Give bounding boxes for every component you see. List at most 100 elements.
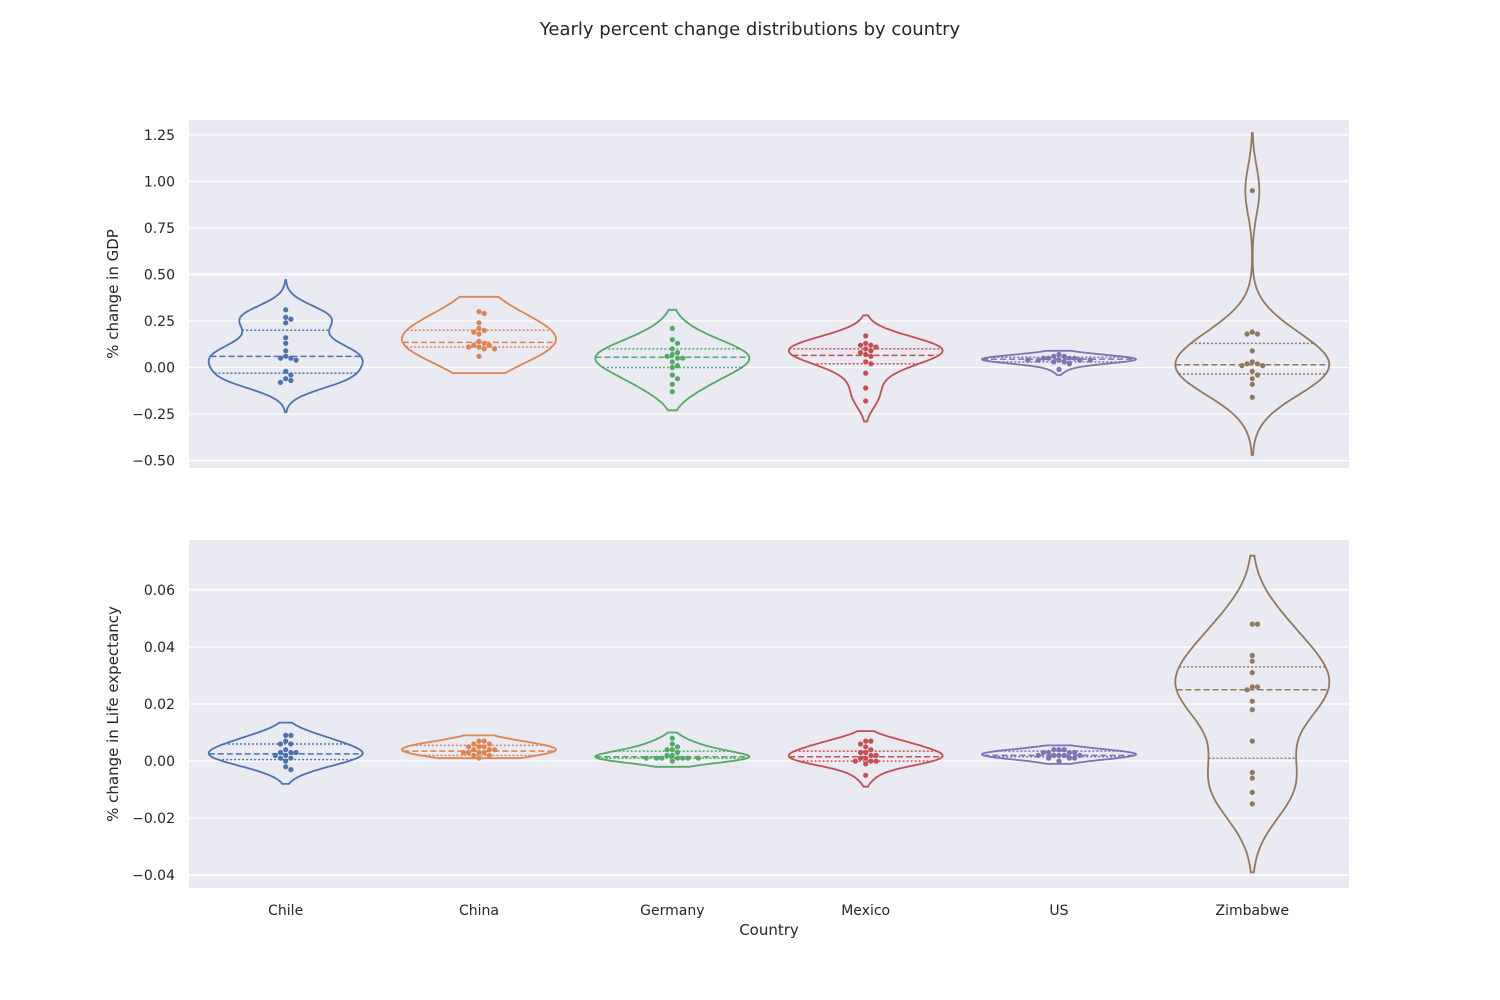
gdp-germany-point — [669, 389, 675, 395]
gdp-mexico-point — [863, 346, 869, 352]
life-expectancy-y-tick-label: 0.04 — [144, 640, 175, 656]
gdp-us-point — [1046, 355, 1052, 361]
life-expectancy-us-point — [1072, 749, 1078, 756]
gdp-china-point — [476, 309, 482, 315]
gdp-china-point — [481, 340, 487, 346]
life-expectancy-china-point — [481, 738, 487, 744]
life-expectancy-y-tick-label: −0.04 — [132, 868, 175, 884]
life-expectancy-china-point — [481, 744, 487, 750]
x-tick-label-zimbabwe: Zimbabwe — [1216, 903, 1290, 919]
life-expectancy-us-point — [1061, 747, 1067, 753]
gdp-china-point — [471, 329, 477, 335]
life-expectancy-germany-point — [669, 752, 675, 759]
gdp-chile-point — [288, 316, 294, 322]
gdp-germany-point — [664, 353, 670, 359]
gdp-germany-point — [680, 355, 686, 361]
life-expectancy-us-point — [1072, 755, 1078, 761]
gdp-mexico-point — [863, 370, 869, 376]
gdp-mexico-point — [868, 348, 874, 354]
life-expectancy-germany-point — [680, 755, 686, 761]
life-expectancy-chile-point — [288, 732, 294, 739]
life-expectancy-zimbabwe-point — [1254, 684, 1261, 690]
gdp-chile-point — [288, 377, 294, 384]
life-expectancy-chile-violin — [207, 721, 364, 785]
gdp-germany-point — [674, 363, 681, 369]
life-expectancy-china-point — [476, 755, 482, 761]
gdp-panel-background — [189, 120, 1349, 468]
gdp-chile-point — [277, 355, 284, 361]
life-expectancy-chile-point — [277, 741, 284, 747]
gdp-y-tick-label: 0.25 — [144, 314, 175, 330]
gdp-us-point — [1051, 353, 1057, 359]
life-expectancy-us-point — [1056, 758, 1062, 764]
life-expectancy-china-point — [476, 749, 482, 756]
gdp-us-point — [1040, 355, 1046, 361]
life-expectancy-zimbabwe-point — [1249, 769, 1255, 776]
gdp-china-point — [481, 346, 487, 352]
x-axis-label: Country — [739, 921, 799, 939]
life-expectancy-us-point — [1066, 749, 1072, 756]
life-expectancy-china-point — [471, 752, 477, 759]
life-expectancy-zimbabwe-point — [1249, 789, 1255, 796]
life-expectancy-us-point — [1051, 752, 1057, 759]
life-expectancy-us-point — [1040, 749, 1046, 756]
life-expectancy-us-point — [1077, 752, 1083, 759]
life-expectancy-chile-point — [283, 758, 289, 764]
gdp-mexico-violin — [787, 314, 944, 423]
gdp-mexico-point — [863, 359, 869, 365]
life-expectancy-mexico-point — [863, 738, 869, 744]
life-expectancy-germany-point — [695, 755, 701, 761]
gdp-us-point — [1056, 357, 1062, 363]
life-expectancy-us-point — [1056, 747, 1062, 753]
life-expectancy-chile-point — [283, 764, 289, 770]
life-expectancy-chile-point — [288, 741, 294, 747]
life-expectancy-china-point — [476, 738, 482, 744]
life-expectancy-china-point — [481, 749, 487, 756]
life-expectancy-germany-point — [664, 752, 670, 759]
gdp-chile-point — [283, 376, 289, 382]
gdp-china-point — [476, 344, 482, 350]
gdp-us-point — [1087, 357, 1093, 363]
gdp-y-tick-label: 0.75 — [144, 221, 175, 237]
life-expectancy-germany-point — [685, 755, 691, 761]
life-expectancy-us-point — [1035, 752, 1041, 759]
gdp-zimbabwe-point — [1260, 363, 1266, 369]
life-expectancy-us-violin — [981, 744, 1137, 765]
life-expectancy-mexico-point — [857, 755, 864, 761]
gdp-mexico-point — [863, 340, 869, 346]
x-tick-label-chile: Chile — [268, 903, 303, 919]
gdp-germany-point — [674, 340, 681, 346]
gdp-zimbabwe-point — [1249, 368, 1255, 374]
life-expectancy-germany-violin — [594, 731, 751, 768]
x-tick-label-china: China — [459, 903, 499, 919]
life-expectancy-china-point — [460, 749, 466, 756]
life-expectancy-gridlines — [189, 589, 1349, 876]
life-expectancy-us-point — [1056, 752, 1062, 759]
life-expectancy-china-point — [486, 752, 492, 759]
gdp-y-ticks: −0.50 −0.25 0.00 0.25 0.50 0.75 1.00 1.25 — [132, 128, 175, 470]
gdp-china-point — [492, 346, 498, 352]
life-expectancy-germany-point — [674, 749, 681, 756]
life-expectancy-us-point — [1051, 747, 1057, 753]
life-expectancy-mexico-point — [863, 772, 869, 778]
gdp-china-point — [481, 327, 487, 333]
gdp-china-point — [471, 342, 477, 348]
x-tick-labels: Chile China Germany Mexico US Zimbabwe — [268, 903, 1289, 919]
gdp-mexico-point — [873, 344, 879, 350]
life-expectancy-china-point — [486, 741, 492, 747]
gdp-zimbabwe-point — [1244, 331, 1250, 337]
life-expectancy-zimbabwe-point — [1244, 687, 1250, 693]
life-expectancy-china-point — [466, 749, 472, 756]
life-expectancy-y-tick-label: 0.02 — [144, 697, 175, 713]
life-expectancy-chile-point — [283, 738, 289, 744]
life-expectancy-zimbabwe-point — [1249, 652, 1255, 659]
gdp-y-tick-label: −0.25 — [132, 407, 175, 423]
life-expectancy-zimbabwe-point — [1254, 621, 1261, 627]
gdp-zimbabwe-point — [1244, 361, 1250, 367]
gdp-chile-point — [283, 348, 289, 354]
life-expectancy-zimbabwe-point — [1249, 698, 1255, 704]
gdp-zimbabwe-point — [1254, 361, 1261, 367]
gdp-china-point — [476, 353, 482, 359]
gdp-chile-point — [283, 353, 289, 359]
life-expectancy-y-tick-label: 0.06 — [144, 583, 175, 599]
